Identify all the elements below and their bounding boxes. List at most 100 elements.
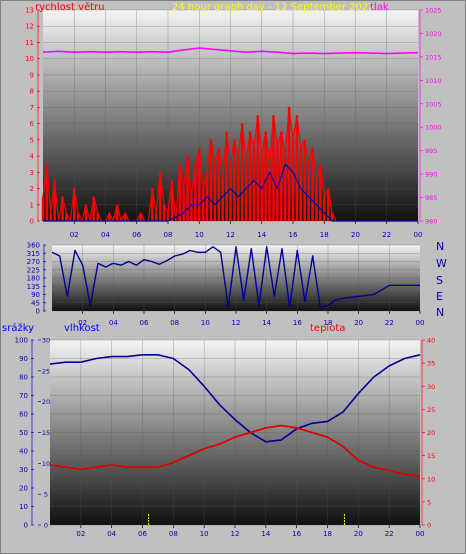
x-tick-label: 18 [323,530,332,538]
x-tick-label: 08 [164,231,173,239]
y-tick-label: 225 [27,266,40,274]
y-tick-label: 135 [27,283,40,291]
y-tick-label: 50 [19,429,28,437]
label-wind-speed: rychlost větru [35,1,105,13]
y-tick-label: 30 [19,466,28,474]
y-tick-label: 30 [427,383,435,391]
x-tick-label: 20 [354,530,363,538]
label-temperature: teplota [310,323,345,334]
y-tick-label: 5 [44,491,48,499]
x-tick-label: 20 [354,319,363,327]
y-tick-label: 7 [30,104,34,112]
y-tick-label: 270 [27,258,40,266]
y-tick-label: 1 [30,201,34,209]
x-tick-label: 14 [257,231,266,239]
y-tick-label: 1000 [425,124,442,132]
x-tick-label: 14 [261,530,270,538]
x-tick-label: 04 [107,530,116,538]
y-tick-label: 1010 [425,77,442,85]
wind-speed-line [42,106,418,222]
x-tick-label: 10 [200,530,209,538]
y-tick-label: 6 [30,120,35,128]
axis-ticks: 02 04 06 08 10 12 14 16 18 20 22 000123456789101112… [15,7,442,539]
x-tick-label: 18 [324,319,333,327]
x-tick-label: 22 [385,319,394,327]
x-tick-label: 02 [70,231,79,239]
y-tick-label: 80 [19,374,28,382]
x-tick-label: 06 [140,319,149,327]
y-tick-label: 0 [24,522,28,530]
chart-title: 24 hour graph day - 12.September 2022 [172,2,375,13]
y-tick-label: 1015 [425,53,442,61]
x-tick-label: 06 [138,530,147,538]
y-tick-label: 13 [25,7,34,15]
x-tick-label: 12 [232,319,241,327]
pressure-line [42,47,419,55]
y-tick-label: 15 [42,429,50,437]
y-tick-label: 45 [31,299,40,307]
y-tick-label: 40 [427,337,435,345]
x-tick-label: 04 [101,231,110,239]
y-tick-label: 4 [30,153,35,161]
compass-e: E [436,290,443,303]
y-tick-label: 5 [30,136,34,144]
y-tick-label: 70 [19,392,28,400]
y-tick-label: 90 [31,291,40,299]
x-tick-label: 12 [226,231,235,239]
y-tick-label: 0 [30,218,34,226]
y-tick-label: 1020 [425,30,442,38]
x-tick-label: 14 [262,319,271,327]
x-tick-label: 10 [201,319,210,327]
series-layer [41,47,421,525]
y-tick-label: 15 [427,452,435,460]
compass-n-top: N [436,240,444,253]
y-tick-label: 180 [27,275,40,283]
compass-w: W [436,257,447,270]
y-tick-label: 1025 [425,7,442,15]
y-tick-label: 995 [425,147,437,155]
x-tick-label: 08 [170,319,179,327]
y-tick-label: 25 [42,367,50,375]
x-tick-label: 06 [132,231,141,239]
y-tick-label: 30 [42,337,50,345]
y-tick-label: 25 [427,406,435,414]
y-tick-label: 10 [25,55,34,63]
y-tick-label: 0 [427,522,431,530]
y-tick-label: 10 [427,475,435,483]
y-tick-label: 980 [425,218,437,226]
x-tick-label: 00 [416,319,425,327]
y-tick-label: 0 [36,308,40,316]
label-pressure: tlak [370,2,389,13]
y-tick-label: 20 [42,398,50,406]
x-tick-label: 00 [416,530,425,538]
y-tick-label: 315 [27,250,40,258]
x-tick-label: 18 [320,231,329,239]
y-tick-label: 35 [427,360,435,368]
y-tick-label: 360 [27,242,40,250]
x-tick-label: 16 [292,530,301,538]
y-tick-label: 60 [19,411,28,419]
y-tick-label: 985 [425,194,437,202]
x-tick-label: 22 [385,530,394,538]
x-tick-label: 10 [195,231,204,239]
y-tick-label: 10 [42,460,50,468]
y-tick-label: 90 [19,355,28,363]
label-rain: srážky [2,322,34,334]
y-tick-label: 10 [19,503,28,511]
x-tick-label: 08 [169,530,178,538]
wind-direction-line [51,246,420,308]
y-tick-label: 0 [44,522,48,530]
y-tick-label: 5 [427,498,431,506]
label-humidity: vlhkost [64,323,100,334]
y-tick-label: 990 [425,171,437,179]
y-tick-label: 100 [15,337,28,345]
compass-s: S [436,274,443,287]
temperature-line [49,424,421,478]
x-tick-label: 20 [351,231,360,239]
x-tick-label: 00 [414,231,423,239]
y-tick-label: 11 [25,39,34,47]
y-tick-label: 9 [30,71,34,79]
y-tick-label: 2 [30,185,34,193]
